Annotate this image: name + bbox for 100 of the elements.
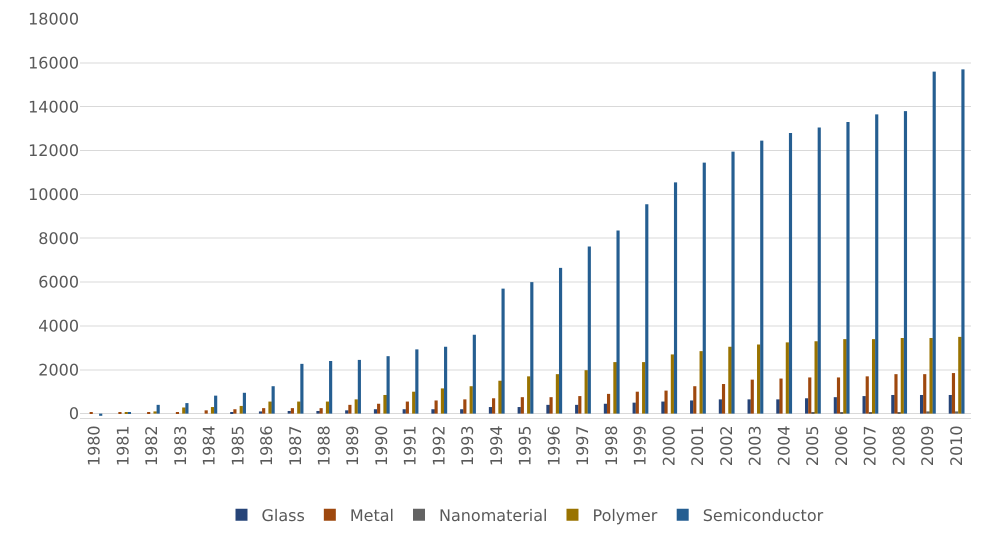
x-tick-label: 2002 [716, 425, 736, 466]
x-tick-label: 1984 [200, 425, 219, 466]
legend-label: Semiconductor [702, 506, 824, 525]
bar [846, 122, 850, 414]
bar [498, 380, 502, 414]
bar [520, 397, 524, 414]
bar [818, 128, 821, 414]
bar [613, 362, 616, 414]
bar [805, 398, 808, 414]
bar [731, 152, 735, 414]
bar [354, 399, 358, 414]
bar [836, 377, 840, 414]
bar [297, 402, 300, 414]
bar [374, 409, 378, 414]
x-tick-label: 1989 [343, 425, 362, 466]
bar [693, 386, 696, 414]
bar [866, 376, 869, 414]
bar [558, 268, 562, 414]
bar [929, 338, 933, 414]
bar [636, 392, 639, 414]
bar [788, 133, 792, 414]
bar [642, 362, 646, 414]
bar [527, 376, 530, 414]
bar [300, 364, 304, 414]
bar [900, 338, 904, 414]
bar [750, 380, 754, 414]
bar [502, 288, 505, 414]
bar [776, 399, 780, 414]
x-tick-label: 2006 [832, 425, 851, 466]
bar [700, 351, 703, 414]
bar [961, 69, 965, 414]
bar [757, 344, 760, 414]
bar [814, 341, 818, 414]
bar [606, 394, 610, 414]
x-tick-label: 1992 [429, 425, 448, 466]
bar [875, 114, 878, 414]
bar [920, 394, 924, 414]
bar [661, 402, 664, 414]
bar [779, 378, 783, 414]
bar [588, 246, 591, 414]
bar [834, 397, 837, 414]
bar [958, 336, 962, 414]
bar [204, 410, 208, 414]
bar [272, 386, 275, 414]
x-tick-label: 2010 [946, 425, 966, 466]
bar [326, 402, 330, 414]
bar [402, 409, 406, 414]
x-tick-label: 1997 [573, 425, 592, 466]
bar [894, 374, 898, 414]
bar [383, 394, 387, 414]
bar [584, 370, 588, 414]
x-tick-label: 1980 [84, 425, 104, 466]
x-tick-label: 1995 [516, 425, 535, 466]
y-tick-label: 2000 [38, 360, 79, 380]
bar [948, 394, 952, 414]
x-tick-label: 2008 [889, 425, 908, 466]
bar [444, 346, 448, 414]
bar [210, 407, 214, 414]
x-tick-label: 1985 [228, 425, 248, 466]
x-tick-label: 1999 [630, 425, 650, 466]
bar [434, 400, 438, 414]
bar [550, 397, 553, 414]
bar [406, 402, 409, 414]
y-tick-label: 10000 [28, 184, 79, 204]
bar [440, 388, 444, 414]
bar [760, 140, 764, 414]
bar [546, 404, 550, 414]
bar [156, 404, 160, 414]
bar [891, 394, 894, 414]
bar [518, 407, 521, 414]
bar [386, 356, 390, 414]
bar [214, 396, 218, 414]
bar [718, 399, 722, 414]
x-tick-label: 1983 [170, 425, 190, 466]
bar [843, 339, 846, 414]
bar [808, 377, 812, 414]
bar [645, 204, 648, 414]
bar [290, 408, 294, 414]
bar [872, 339, 876, 414]
bar [616, 230, 620, 414]
bar [460, 409, 464, 414]
bar [233, 409, 236, 414]
y-tick-label: 12000 [28, 141, 79, 160]
x-tick-label: 1998 [602, 425, 621, 466]
bar [415, 349, 418, 414]
x-tick-label: 1986 [257, 425, 276, 466]
bar [268, 402, 272, 414]
bar [728, 346, 732, 414]
bar [492, 398, 496, 414]
x-tick-label: 2005 [803, 425, 822, 466]
x-tick-label: 1996 [544, 425, 564, 466]
x-tick-label: 2009 [918, 425, 938, 466]
x-tick-label: 2003 [746, 425, 765, 466]
x-tick-label: 2001 [688, 425, 708, 466]
bar [932, 72, 936, 414]
bar [240, 406, 243, 414]
x-tick-label: 2007 [860, 425, 880, 466]
bar [431, 409, 435, 414]
x-tick-label: 1990 [372, 425, 391, 466]
x-tick-label: 1994 [486, 425, 506, 466]
